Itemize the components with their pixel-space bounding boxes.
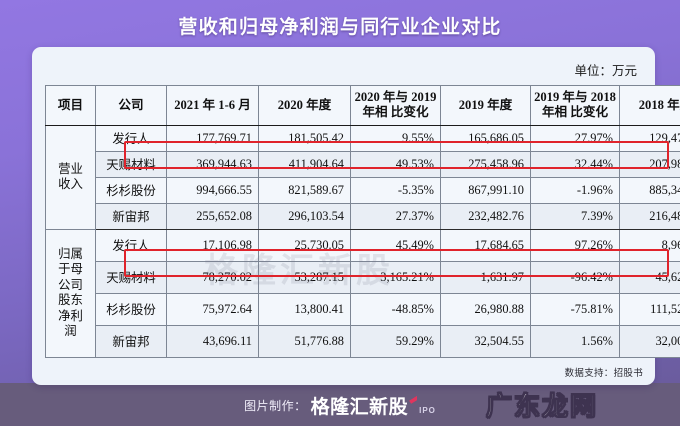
bottom-band [0,383,680,426]
cell-company: 新宙邦 [95,324,167,359]
cell-2019: 26,980.88 [440,292,531,326]
table-header-row: 项目 公司 2021 年 1-6 月 2020 年度 2020 年与 2019 … [45,85,680,126]
cell-2019: 32,504.55 [440,324,531,359]
cell-2018: 216,480.60 [619,202,680,230]
table-row: 杉杉股份 994,666.55 821,589.67 -5.35% 867,99… [46,176,680,204]
table-row: 杉杉股份 75,972.64 13,800.41 -48.85% 26,980.… [46,292,680,326]
page-title: 营收和归母净利润与同行业企业对比 [178,17,502,38]
cell-company: 发行人 [95,228,167,262]
cell-2021h1: 43,696.11 [166,324,259,359]
cell-2020-vs-2019: -48.85% [350,292,441,326]
col-header-2019: 2019 年度 [440,85,531,126]
cell-2018: 32,005.07 [619,324,680,359]
cell-2019-vs-2018: 97.26% [530,228,620,262]
financial-table-container: 项目 公司 2021 年 1-6 月 2020 年度 2020 年与 2019 … [45,85,680,359]
unit-label: 单位：万元 [574,64,637,78]
cell-2021h1: 255,652.08 [166,202,259,230]
cell-2019: 232,482.76 [440,202,531,230]
cell-2019-vs-2018: 32.44% [530,150,620,178]
row-group-label-net-profit: 归属 于母 公司 股东 净利 润 [45,228,96,359]
col-header-2020-vs-2019: 2020 年与 2019 年相 比变化 [350,85,441,126]
cell-2018: 111,527.77 [619,292,680,326]
cell-2021h1: 78,270.02 [166,260,259,294]
row-group-label-revenue: 营业 收入 [45,124,96,230]
cell-2020: 296,103.54 [258,202,351,230]
table-row: 天赐材料 369,944.63 411,904.64 49.53% 275,45… [46,150,680,178]
table-header: 项目 公司 2021 年 1-6 月 2020 年度 2020 年与 2019 … [45,85,680,126]
cell-company: 杉杉股份 [95,292,167,326]
cell-2020: 53,287.15 [258,260,351,294]
table-row: 营业 收入 发行人 177,769.71 181,505.42 9.55% 16… [45,124,680,230]
table-row: 新宙邦 255,652.08 296,103.54 27.37% 232,482… [46,202,680,230]
cell-2019: 17,684.65 [440,228,531,262]
cell-2021h1: 177,769.71 [166,124,259,152]
cell-2020-vs-2019: 45.49% [350,228,441,262]
cell-2019-vs-2018: 27.97% [530,124,620,152]
table-card-panel: 单位：万元 项目 公司 2021 年 1-6 月 2020 年度 2020 年与… [32,47,680,385]
col-header-2019-vs-2018: 2019 年与 2018 年相 比变化 [530,85,620,126]
cell-2019: 275,458.96 [440,150,531,178]
col-header-2018: 2018 年度 [619,85,680,126]
cell-2021h1: 369,944.63 [166,150,259,178]
cell-2018: 8,965.20 [619,228,680,262]
col-header-item: 项目 [45,85,96,126]
cell-company: 天赐材料 [95,150,167,178]
col-header-company: 公司 [95,85,167,126]
cell-2019-vs-2018: -75.81% [530,292,620,326]
cell-2019: 165,686.05 [440,124,531,152]
cell-2021h1: 994,666.55 [166,176,259,204]
cell-2018: 129,476.35 [619,124,680,152]
cell-2020: 25,730.05 [258,228,351,262]
cell-2020-vs-2019: -5.35% [350,176,441,204]
cell-2020: 821,589.67 [258,176,351,204]
cell-2020: 13,800.41 [258,292,351,326]
cell-2020: 411,904.64 [258,150,351,178]
cell-2019-vs-2018: 7.39% [530,202,620,230]
cell-2018: 207,984.67 [619,150,680,178]
cell-2020: 181,505.42 [258,124,351,152]
financial-comparison-table: 项目 公司 2021 年 1-6 月 2020 年度 2020 年与 2019 … [45,85,680,359]
credit-subtext: IPO [419,405,436,415]
table-body: 营业 收入 发行人 177,769.71 181,505.42 9.55% 16… [45,124,680,359]
cell-2019: 1,631.97 [440,260,531,294]
cell-2021h1: 17,106.98 [166,228,259,262]
cell-company: 杉杉股份 [95,176,167,204]
cell-2020-vs-2019: 9.55% [350,124,441,152]
cell-2019: 867,991.10 [440,176,531,204]
col-header-2021h1: 2021 年 1-6 月 [166,85,259,126]
data-source-label: 数据支持：招股书 [564,368,643,379]
cell-company: 新宙邦 [95,202,167,230]
cell-2020: 51,776.88 [258,324,351,359]
cell-2020-vs-2019: 27.37% [350,202,441,230]
cell-2019-vs-2018: 1.56% [530,324,620,359]
cell-2020-vs-2019: 49.53% [350,150,441,178]
credit-line: 图片制作： 格隆汇新股 IPO [0,392,680,419]
credit-brand: 格隆汇新股 [310,397,409,418]
cell-2019-vs-2018: -96.42% [530,260,620,294]
credit-prefix: 图片制作： [244,399,307,413]
cell-2020-vs-2019: 3,165.21% [350,260,441,294]
cell-2018: 885,342.28 [619,176,680,204]
table-row: 归属 于母 公司 股东 净利 润 发行人 17,106.98 25,730.05… [45,228,680,359]
credit-swoosh-icon [409,395,418,404]
cell-2021h1: 75,972.64 [166,292,259,326]
table-row: 新宙邦 43,696.11 51,776.88 59.29% 32,504.55… [46,324,680,359]
cell-company: 天赐材料 [95,260,167,294]
cell-2020-vs-2019: 59.29% [350,324,441,359]
col-header-2020: 2020 年度 [258,85,351,126]
cell-2019-vs-2018: -1.96% [530,176,620,204]
cell-2018: 45,628.49 [619,260,680,294]
cell-company: 发行人 [95,124,167,152]
table-row: 天赐材料 78,270.02 53,287.15 3,165.21% 1,631… [46,260,680,294]
